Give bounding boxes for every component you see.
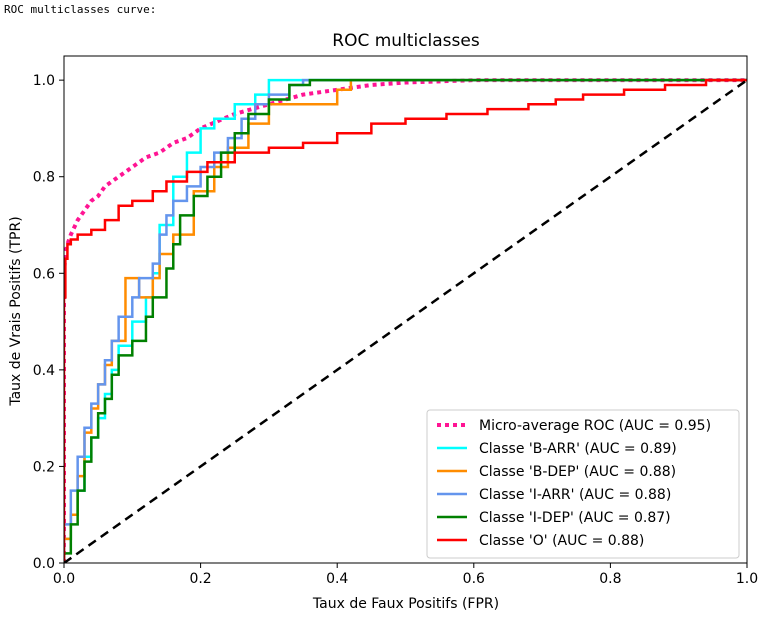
y-axis-ticks: 0.0 0.2 0.4 0.6 0.8 1.0 <box>33 73 64 572</box>
legend-box <box>426 409 740 559</box>
x-axis-label: Taux de Faux Positifs (FPR) <box>312 596 499 612</box>
axes-frame <box>63 55 748 564</box>
x-tick-label: 1.0 <box>736 571 758 587</box>
x-tick-label: 0.0 <box>53 571 75 587</box>
y-tick-label: 0.8 <box>33 170 55 186</box>
series-line-5 <box>64 78 747 563</box>
chart-title: ROC multiclasses <box>332 31 480 51</box>
legend-entry-2: Classe 'B-DEP' (AUC = 0.88) <box>479 464 676 480</box>
series-line-3 <box>64 78 747 563</box>
y-tick-label: 0.0 <box>33 556 55 572</box>
series-lines <box>64 78 747 563</box>
y-axis-label: Taux de Vrais Positifs (TPR) <box>8 216 24 406</box>
legend-entry-3: Classe 'I-ARR' (AUC = 0.88) <box>479 487 671 503</box>
x-tick-label: 0.4 <box>326 571 348 587</box>
x-tick-label: 0.8 <box>599 571 621 587</box>
x-tick-label: 0.2 <box>189 571 211 587</box>
x-tick-label: 0.6 <box>463 571 485 587</box>
legend-entry-0: Micro-average ROC (AUC = 0.95) <box>479 418 711 434</box>
legend-entry-1: Classe 'B-ARR' (AUC = 0.89) <box>479 441 677 457</box>
plot-area <box>63 55 748 564</box>
legend-entry-4: Classe 'I-DEP' (AUC = 0.87) <box>479 510 671 526</box>
legend: Micro-average ROC (AUC = 0.95) Classe 'B-… <box>426 409 740 559</box>
y-tick-label: 1.0 <box>33 73 55 89</box>
series-line-4 <box>64 78 747 563</box>
legend-entry-5: Classe 'O' (AUC = 0.88) <box>479 533 644 549</box>
chance-diagonal-line <box>64 79 747 563</box>
x-axis-ticks: 0.0 0.2 0.4 0.6 0.8 1.0 <box>53 563 758 587</box>
y-tick-label: 0.4 <box>33 363 55 379</box>
y-tick-label: 0.2 <box>33 459 55 475</box>
y-tick-label: 0.6 <box>33 266 55 282</box>
cell-output-caption: ROC multiclasses curve: <box>4 3 157 16</box>
